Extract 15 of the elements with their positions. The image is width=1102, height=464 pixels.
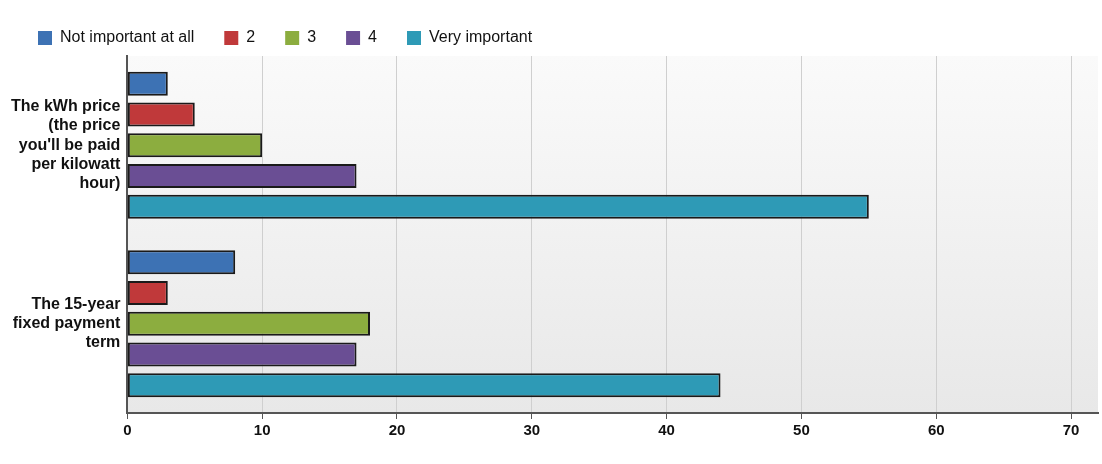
- x-tick-label: 50: [793, 421, 810, 439]
- x-tick-label: 70: [1062, 421, 1080, 439]
- x-tick-label: 0: [123, 421, 132, 439]
- legend-label: 2: [246, 28, 256, 46]
- x-tick-label: 10: [253, 421, 271, 439]
- x-tick-label: 30: [523, 421, 541, 439]
- legend-label: Not important at all: [60, 28, 195, 46]
- x-tick-label: 60: [927, 421, 945, 439]
- x-tick-label: 20: [388, 421, 406, 439]
- y-tick-label: The kWh price (the price you'll be paid per kilowatt hour): [10, 97, 122, 192]
- y-tick-label: The 15-year fixed payment term: [12, 294, 122, 351]
- legend-label: 3: [307, 28, 317, 46]
- legend-label: Very important: [428, 28, 533, 46]
- x-tick-label: 40: [658, 421, 675, 439]
- legend-label: 4: [368, 28, 378, 46]
